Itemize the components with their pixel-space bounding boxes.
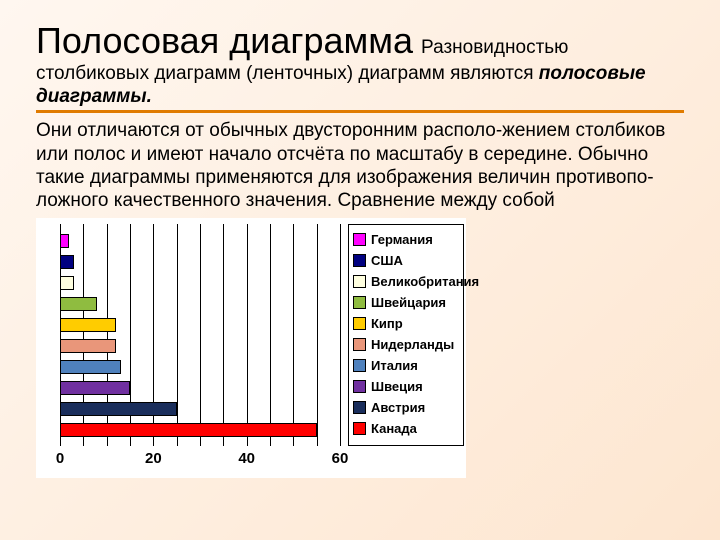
chart-bar (60, 381, 130, 395)
legend-swatch (353, 317, 366, 330)
legend-label: Швеция (371, 379, 423, 394)
legend-swatch (353, 233, 366, 246)
chart-gridline (223, 224, 224, 446)
legend-label: Австрия (371, 400, 425, 415)
chart-bar (60, 255, 74, 269)
legend-item: Германия (353, 229, 459, 250)
chart-gridline (177, 224, 178, 446)
legend-item: Нидерланды (353, 334, 459, 355)
chart-bar (60, 318, 116, 332)
chart-gridline (340, 224, 341, 446)
legend-swatch (353, 296, 366, 309)
chart-legend: Германия США Великобритания Швейцария Кипр Ни… (348, 224, 464, 446)
legend-item: Канада (353, 418, 459, 439)
bar-chart: 0 20 40 60 Германия США Великобритания Швейцар… (36, 218, 466, 478)
x-tick-label: 40 (238, 450, 255, 467)
legend-item: Италия (353, 355, 459, 376)
chart-bar (60, 339, 116, 353)
legend-label: Канада (371, 421, 417, 436)
legend-swatch (353, 401, 366, 414)
chart-gridline (317, 224, 318, 446)
body-text-2: Они отличаются от обычных двусторонним р… (36, 119, 684, 212)
legend-swatch (353, 254, 366, 267)
legend-item: США (353, 250, 459, 271)
chart-bar (60, 423, 317, 437)
chart-bar (60, 297, 97, 311)
x-axis-labels: 0204060 (60, 450, 340, 472)
legend-label: Германия (371, 232, 433, 247)
legend-swatch (353, 422, 366, 435)
title-row: Полосовая диаграмма Разновидностью (36, 20, 684, 62)
legend-label: Кипр (371, 316, 403, 331)
legend-swatch (353, 338, 366, 351)
chart-gridline (270, 224, 271, 446)
legend-item: Швеция (353, 376, 459, 397)
chart-bar (60, 276, 74, 290)
legend-item: Австрия (353, 397, 459, 418)
x-tick-label: 0 (56, 450, 64, 467)
legend-swatch (353, 359, 366, 372)
chart-bar (60, 402, 177, 416)
legend-label: Италия (371, 358, 418, 373)
legend-swatch (353, 380, 366, 393)
divider (36, 110, 684, 113)
chart-gridline (293, 224, 294, 446)
page-title: Полосовая диаграмма (36, 20, 413, 62)
slide: Полосовая диаграмма Разновидностью столб… (0, 0, 720, 540)
legend-label: Швейцария (371, 295, 446, 310)
x-tick-label: 60 (332, 450, 349, 467)
chart-plot-area (60, 224, 340, 446)
chart-gridline (200, 224, 201, 446)
legend-swatch (353, 275, 366, 288)
subtitle-inline: Разновидностью (421, 37, 568, 59)
body-text-1: столбиковых диаграмм (ленточных) диаграм… (36, 63, 539, 84)
body-line-1: столбиковых диаграмм (ленточных) диаграм… (36, 62, 684, 108)
legend-item: Кипр (353, 313, 459, 334)
chart-bar (60, 234, 69, 248)
legend-label: Нидерланды (371, 337, 454, 352)
legend-item: Швейцария (353, 292, 459, 313)
chart-gridline (247, 224, 248, 446)
legend-item: Великобритания (353, 271, 459, 292)
chart-bar (60, 360, 121, 374)
x-tick-label: 20 (145, 450, 162, 467)
legend-label: США (371, 253, 403, 268)
legend-label: Великобритания (371, 274, 479, 289)
